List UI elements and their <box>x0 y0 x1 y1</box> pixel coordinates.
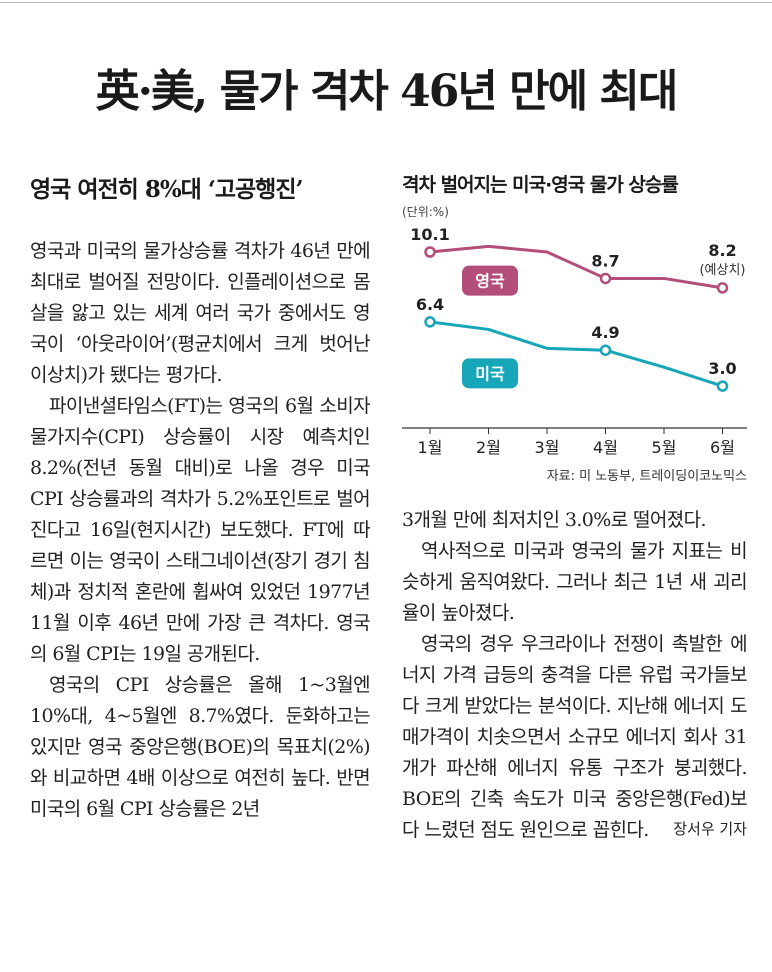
chart-source: 자료: 미 노동부, 트레이딩이코노믹스 <box>546 469 747 484</box>
subhead: 영국 여전히 8%대 ‘고공행진’ <box>30 176 304 203</box>
chart-unit: (단위:%) <box>402 205 449 219</box>
left-column: 영국 여전히 8%대 ‘고공행진’ 영국과 미국의 물가상승률 격차가 46년 … <box>30 170 371 825</box>
annotation-label: (예상치) <box>699 263 745 278</box>
data-point <box>716 282 729 294</box>
paragraph: 파이낸셜타임스(FT)는 영국의 6월 소비자물가지수(CPI) 상승률이 시장… <box>30 395 371 665</box>
data-label: 4.9 <box>591 323 619 342</box>
headline: 英·美, 물가 격차 46년 만에 최대 <box>95 66 679 117</box>
series-name-label: 영국 <box>475 272 505 291</box>
data-label: 10.1 <box>410 225 449 244</box>
line-chart: 1월 2월 3월 4월 5월 6월 10.1 8.7 8.2 영국 6.4 4.9 3.0 미국 (예상치) <box>402 225 747 457</box>
data-label: 8.2 <box>708 241 736 260</box>
paragraph: 영국과 미국의 물가상승률 격차가 46년 만에 최대로 벌어질 전망이다. 인… <box>30 240 371 386</box>
series-name-label: 미국 <box>475 364 505 383</box>
left-body: 영국과 미국의 물가상승률 격차가 46년 만에 최대로 벌어질 전망이다. 인… <box>30 236 371 825</box>
series-badge <box>462 265 518 296</box>
data-point <box>424 246 436 258</box>
paragraph: 영국의 CPI 상승률은 올해 1~3월엔 10%대, 4~5월엔 8.7%였다… <box>30 674 371 820</box>
series-line-uk <box>429 244 723 290</box>
chart-title: 격차 벌어지는 미국·영국 물가 상승률 <box>402 174 679 196</box>
x-tick-label: 5월 <box>652 438 677 457</box>
data-point <box>424 316 436 328</box>
x-tick-label: 1월 <box>418 438 443 457</box>
data-label: 3.0 <box>708 359 736 378</box>
top-rule <box>0 2 772 3</box>
paragraph: 영국의 경우 우크라이나 전쟁이 촉발한 에너지 가격 급등의 충격을 다른 유… <box>402 633 748 841</box>
x-tick-label: 3월 <box>535 438 560 457</box>
series-line-us <box>429 320 723 388</box>
data-point <box>599 272 612 285</box>
right-body: 3개월 만에 최저치인 3.0%로 떨어졌다. 역사적으로 미국과 영국의 물가… <box>402 505 748 841</box>
x-tick-label: 4월 <box>593 438 618 457</box>
paragraph: 역사적으로 미국과 영국의 물가 지표는 비슷하게 움직여왔다. 그러나 최근 … <box>402 540 748 624</box>
byline: 장서우 기자 <box>673 820 747 838</box>
series-badge <box>462 358 518 389</box>
data-point <box>716 380 729 392</box>
chart-block: 격차 벌어지는 미국·영국 물가 상승률 (단위:%) 1월 2월 3월 4월 5월 6월… <box>402 170 747 457</box>
x-tick-label: 2월 <box>476 438 501 457</box>
data-label: 6.4 <box>416 295 444 314</box>
data-label: 8.7 <box>591 251 619 270</box>
paragraph: 3개월 만에 최저치인 3.0%로 떨어졌다. <box>402 509 707 531</box>
data-point <box>599 344 612 356</box>
x-tick-label: 6월 <box>710 438 735 457</box>
